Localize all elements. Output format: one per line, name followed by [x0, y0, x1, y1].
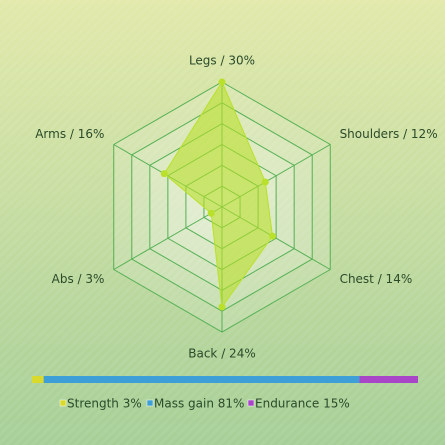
- legend-label: Mass gain 81%: [154, 397, 244, 411]
- legend-label: Strength 3%: [67, 397, 142, 411]
- axis-label: Legs / 30%: [189, 54, 255, 68]
- radar-point: [207, 209, 215, 217]
- legend-swatch: [247, 399, 255, 407]
- bar-segment: [32, 376, 44, 383]
- radar-point: [269, 232, 277, 240]
- axis-label: Back / 24%: [188, 347, 255, 361]
- legend-swatch: [146, 399, 154, 407]
- axis-label: Abs / 3%: [52, 272, 105, 286]
- legend-swatch: [59, 399, 67, 407]
- radar-point: [218, 303, 226, 311]
- bar-segment: [43, 376, 360, 383]
- axis-label: Arms / 16%: [35, 127, 104, 141]
- axis-label: Chest / 14%: [340, 272, 413, 286]
- bar-segment: [359, 376, 418, 383]
- legend-label: Endurance 15%: [255, 397, 350, 411]
- radar-point: [261, 178, 269, 186]
- radar-point: [218, 78, 226, 86]
- grid-spoke: [113, 206, 223, 270]
- axis-label: Shoulders / 12%: [340, 127, 438, 141]
- radar-point: [160, 170, 168, 178]
